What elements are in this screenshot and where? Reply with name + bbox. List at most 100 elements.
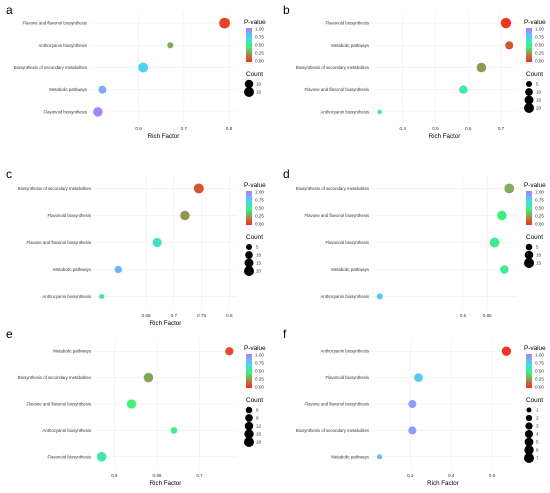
color-bar [246,28,252,62]
size-key-dot [526,81,532,87]
data-point [126,399,137,409]
size-key-dot [524,453,534,463]
color-bar-tick: 0.50 [535,369,544,374]
size-key-label: 5 [256,245,259,250]
legend-size-title: Count [526,397,543,404]
data-point [500,17,512,29]
size-key-dot [244,79,254,89]
category-label: Metabolic pathways [53,267,91,272]
grid [94,338,237,470]
data-point [167,42,174,49]
legend-color-title: P-value [524,345,546,352]
data-point [376,293,383,300]
color-bar-tick: 0.75 [255,198,264,203]
chart-panel-f: f Metabolic pathways Biosynthesis of secon… [283,327,546,487]
color-bar-tick: 0.25 [535,51,544,56]
category-label: Anthocyanin biosynthesis [321,109,370,114]
chart-panel-a: a Flavonoid biosynthesis Metabolic pathway… [6,3,266,140]
color-bar-tick: 0.00 [535,222,544,227]
data-point [500,265,509,274]
color-bar-tick: 0.00 [535,385,544,390]
color-bar-tick: 1.00 [255,353,264,358]
data-point [114,265,122,274]
color-bar-tick: 1.00 [255,27,264,32]
data-point [180,210,190,221]
size-key-dot [525,422,533,430]
data-point [489,237,500,248]
color-bar-tick: 0.00 [255,222,264,227]
size-key-dot [525,243,533,251]
color-bar-tick: 0.00 [255,59,264,64]
size-key-label: 7 [536,456,539,461]
color-bar-tick: 0.50 [535,43,544,48]
legend-size-title: Count [526,234,543,241]
size-key-dot [524,445,534,455]
panel-letter: c [6,167,12,181]
size-key-label: 20 [256,269,262,274]
chart-panel-e: e Flavonoid biosynthesis Anthocyanin biosy… [6,327,266,487]
category-label: Flavonoid biosynthesis [326,240,369,245]
color-bar-tick: 0.50 [255,206,264,211]
category-label: Flavonoid biosynthesis [326,21,369,26]
chart-panel-b: b Anthocyanin biosynthesis Flavone and fla… [283,3,546,140]
size-key-label: 15 [256,432,262,437]
color-bar-tick: 0.25 [255,51,264,56]
category-label: Biosynthesis of secondary metabolites [14,65,87,70]
panel-letter: a [6,3,13,17]
category-label: Anthocyanin biosynthesis [43,294,92,299]
data-point [143,372,154,383]
chart-panel-d: d Anthocyanin biosynthesis Metabolic pathw… [283,167,546,318]
x-tick-label: 0.8 [226,313,233,318]
data-point [505,41,514,50]
category-label: Metabolic pathways [331,454,369,459]
size-key-label: 5 [536,440,539,445]
x-tick-label: 0.6 [465,126,472,131]
category-label: Flavonoid biosynthesis [48,213,91,218]
x-axis-title: Rich Factor [429,133,461,140]
color-bar-tick: 0.50 [255,43,264,48]
size-key-label: 18 [256,440,262,445]
data-point [408,426,417,435]
size-key-dot [244,429,254,439]
color-bar-tick: 0.00 [535,59,544,64]
data-point [98,85,107,94]
grid [372,12,517,123]
size-key-dot [244,437,254,447]
category-label: Biosynthesis of secondary metabolites [18,186,91,191]
data-point [476,62,487,73]
x-tick-label: 0.5 [432,126,439,131]
panel-letter: e [6,327,13,341]
color-bar-tick: 0.75 [255,361,264,366]
size-key-label: 10 [256,253,262,258]
size-key-dot [245,406,253,414]
x-tick-label: 0.7 [498,126,505,131]
grid [90,12,237,123]
x-tick-label: 0.4 [400,126,407,131]
size-key-dot [245,251,253,259]
x-tick-label: 0.4 [448,473,455,478]
size-key-dot [244,421,254,431]
x-axis-title: Rich Factor [150,480,182,487]
category-label: Biosynthesis of secondary metabolites [296,428,369,433]
data-point [193,183,204,194]
data-point [504,183,515,194]
grid [372,338,514,470]
data-point [96,452,107,462]
size-key-label: 6 [536,448,539,453]
data-point [219,17,230,29]
data-point [170,427,178,434]
x-tick-label: 0.7 [196,473,203,478]
panel-letter: d [283,167,290,181]
size-key-label: 15 [536,261,542,266]
color-bar-tick: 0.75 [535,361,544,366]
x-axis-title: Rich Factor [150,320,182,327]
legend-color-title: P-value [524,19,546,26]
category-label: Anthocyanin biosynthesis [39,43,88,48]
data-point [99,293,105,300]
category-label: Biosynthesis of secondary metabolites [296,186,369,191]
color-bar-tick: 0.50 [255,369,264,374]
